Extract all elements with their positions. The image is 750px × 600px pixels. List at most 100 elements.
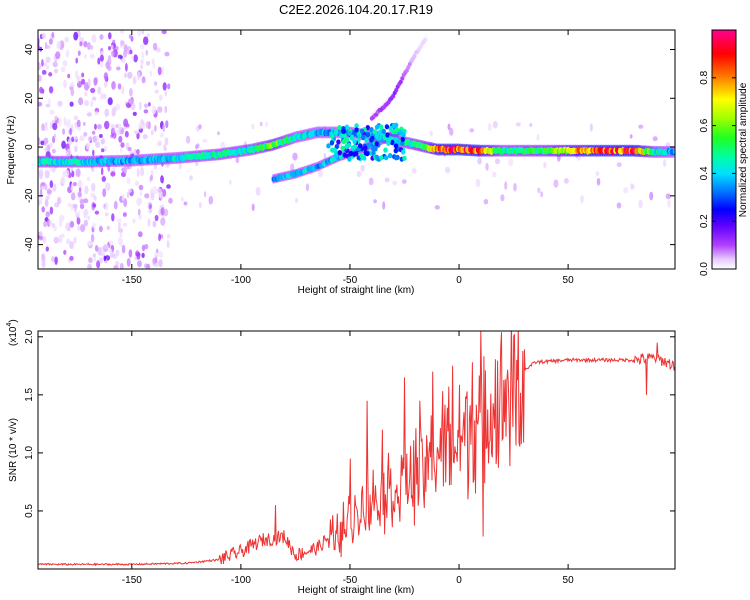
- spectrogram-noise-cell: [83, 53, 87, 59]
- spectrogram-noise-cell: [122, 222, 128, 227]
- spectrogram-cluster-cell: [366, 142, 372, 148]
- spectrogram-noise-cell: [69, 101, 74, 107]
- spectrogram-noise-cell: [127, 188, 133, 193]
- spectrogram-noise-cell: [51, 31, 55, 39]
- snr-x-axis-label: Height of straight line (km): [298, 585, 415, 596]
- spectrogram-noise-cell: [86, 176, 91, 182]
- spectrogram-noise-cell: [96, 260, 101, 269]
- spectrogram-noise-cell: [43, 140, 47, 146]
- colorbar-tick-label: 0.8: [699, 70, 710, 84]
- spectrogram-noise-cell: [540, 191, 544, 198]
- spectrogram-noise-cell: [80, 224, 86, 233]
- spectrogram-cluster-cell: [384, 124, 390, 130]
- spectrogram-noise-cell: [67, 138, 72, 146]
- spectrogram-noise-cell: [155, 47, 161, 53]
- spectrogram-noise-cell: [70, 183, 74, 192]
- spectrogram-noise-cell: [411, 168, 417, 174]
- snr-panel: -150 -100 -50 0 50 0.5 1.0 1.5 2.0 Height of st…: [6, 319, 676, 596]
- spectrogram-noise-cell: [392, 180, 398, 186]
- spectrogram-noise-cell: [162, 123, 166, 133]
- snr-marks: [38, 331, 675, 567]
- spectrogram-noise-cell: [97, 86, 102, 95]
- spectrogram-noise-cell: [152, 42, 158, 51]
- spectrogram-noise-cell: [69, 220, 75, 228]
- spectrogram-noise-cell: [61, 140, 66, 149]
- spectrogram-cluster-cell: [354, 127, 359, 133]
- spectrogram-noise-cell: [58, 235, 63, 244]
- spectrogram-noise-cell: [39, 188, 43, 198]
- spectrogram-noise-cell: [444, 166, 451, 174]
- spectrogram-noise-cell: [58, 118, 62, 127]
- spectrogram-noise-cell: [132, 111, 137, 116]
- spectrogram-noise-cell: [72, 182, 77, 187]
- spectrogram-noise-cell: [73, 31, 79, 41]
- spectrogram-noise-cell: [38, 236, 44, 241]
- spectrogram-noise-cell: [154, 89, 159, 94]
- spectrogram-noise-cell: [63, 249, 67, 255]
- spectrogram-noise-cell: [93, 195, 97, 201]
- spectrogram-noise-cell: [108, 240, 114, 245]
- spectrogram-noise-cell: [69, 241, 74, 250]
- spectrogram-noise-cell: [105, 212, 109, 217]
- colorbar-tick-label: 0.6: [699, 118, 710, 132]
- spectrogram-noise-cell: [94, 244, 99, 252]
- spectrogram-noise-cell: [121, 57, 126, 64]
- spectrogram-noise-cell: [92, 96, 97, 101]
- spectrogram-noise-cell: [401, 179, 407, 184]
- spectrogram-cluster-cell: [394, 122, 399, 128]
- spectrogram-noise-cell: [100, 138, 106, 145]
- spectrogram-cluster-cell: [393, 148, 398, 154]
- spectrogram-noise-cell: [141, 252, 145, 258]
- spectrogram-cluster-cell: [352, 139, 357, 145]
- spectrogram-noise-cell: [112, 106, 117, 113]
- spectrogram-noise-cell: [81, 78, 86, 85]
- spectrogram-noise-cell: [40, 182, 46, 187]
- spectrogram-noise-cell: [56, 196, 62, 205]
- spectrogram-y-tick-label: -20: [24, 188, 35, 203]
- spectrogram-noise-cell: [124, 72, 127, 79]
- spectrogram-noise-cell: [82, 198, 89, 204]
- spectrogram-noise-cell: [117, 218, 122, 225]
- spectrogram-noise-cell: [305, 183, 310, 192]
- spectrogram-noise-cell: [108, 248, 113, 253]
- spectrogram-noise-cell: [122, 212, 127, 218]
- spectrogram-noise-cell: [84, 91, 88, 97]
- spectrogram-noise-cell: [116, 66, 121, 71]
- spectrogram-noise-cell: [162, 189, 167, 197]
- spectrogram-noise-cell: [137, 260, 142, 268]
- snr-y-ticks: 0.5 1.0 1.5 2.0: [24, 329, 675, 518]
- spectrogram-noise-cell: [121, 193, 125, 202]
- spectrogram-noise-cell: [141, 51, 145, 59]
- spectrogram-noise-cell: [52, 225, 57, 232]
- spectrogram-noise-cell: [235, 157, 240, 164]
- spectrogram-noise-cell: [508, 158, 514, 167]
- spectrogram-noise-cell: [140, 167, 145, 177]
- spectrogram-noise-cell: [120, 142, 125, 148]
- spectrogram-noise-cell: [152, 186, 158, 195]
- spectrogram-noise-cell: [203, 191, 207, 198]
- snr-multiplier-base: (x10: [8, 326, 19, 346]
- spectrogram-noise-cell: [485, 162, 489, 171]
- snr-multiplier-exponent: 4: [6, 323, 13, 327]
- spectrogram-noise-cell: [71, 170, 75, 178]
- spectrogram-noise-cell: [69, 127, 72, 136]
- spectrogram-noise-cell: [154, 124, 157, 132]
- spectrogram-noise-cell: [90, 87, 96, 94]
- snr-y-axis-label: SNR (10 * v/v): [8, 418, 19, 482]
- spectrogram-noise-cell: [109, 252, 116, 258]
- spectrogram-noise-cell: [83, 40, 88, 48]
- spectrogram-noise-cell: [65, 148, 72, 157]
- spectrogram-x-ticks: -150 -100 -50 0 50: [122, 30, 574, 286]
- spectrogram-noise-cell: [149, 70, 153, 77]
- spectrogram-noise-cell: [449, 127, 454, 136]
- spectrogram-cluster-cell: [369, 137, 374, 143]
- spectrogram-noise-cell: [77, 191, 82, 198]
- spectrogram-noise-cell: [49, 109, 55, 115]
- spectrogram-noise-cell: [75, 57, 78, 64]
- spectrogram-noise-cell: [94, 123, 97, 130]
- spectrogram-cluster-cell: [344, 143, 349, 150]
- spectrogram-noise-cell: [49, 121, 53, 130]
- spectrogram-noise-cell: [515, 122, 521, 127]
- spectrogram-noise-cell: [44, 198, 49, 207]
- spectrogram-panel: -150 -100 -50 0 50 -40 -20 0 20 40 Height of str…: [6, 29, 676, 296]
